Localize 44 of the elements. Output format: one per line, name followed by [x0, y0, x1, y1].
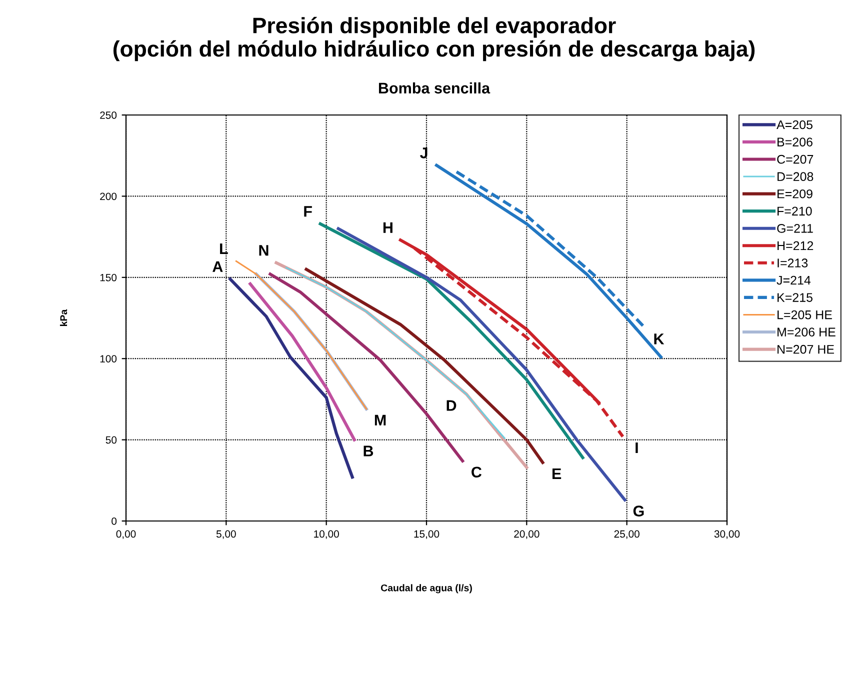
annotation: N: [259, 245, 268, 256]
legend-label: C=207: [777, 154, 814, 164]
legend-label: J=214: [776, 276, 811, 285]
x-tick-label: 20,00: [514, 530, 540, 539]
annotation: B: [364, 446, 374, 456]
annotation: C: [472, 466, 482, 478]
legend-label: H=212: [778, 241, 814, 250]
y-axis-title: kPa: [60, 309, 68, 326]
annotation: F: [304, 206, 312, 217]
legend-label: B=206: [778, 138, 812, 146]
x-tick-label: 30,00: [714, 530, 740, 539]
y-tick-label: 150: [100, 274, 117, 282]
x-tick-label: 25,00: [614, 530, 640, 539]
y-tick-label: 100: [100, 355, 117, 362]
annotation: I: [636, 442, 638, 454]
legend-label: G=211: [777, 224, 813, 233]
chart-title: Presión disponible del evaporador (opción del módulo hidráulico con presión de descarga baja): [113, 16, 755, 62]
annotation: D: [446, 400, 456, 411]
x-tick-label: 0,00: [116, 530, 136, 539]
x-axis-title: Caudal de agua (l/s): [380, 584, 472, 594]
annotation: L: [220, 243, 228, 254]
y-tick-label: 0: [112, 518, 117, 525]
legend-label: D=208: [778, 172, 814, 182]
legend-label: E=209: [778, 189, 812, 198]
legend-label: L=205 HE: [778, 310, 832, 320]
x-tick-label: 15,00: [414, 530, 440, 539]
legend-label: I=213: [778, 258, 808, 268]
annotation: M: [374, 414, 386, 426]
annotation: H: [383, 222, 392, 233]
y-tick-label: 250: [100, 112, 117, 119]
annotation: E: [552, 468, 562, 479]
x-tick-label: 5,00: [216, 530, 236, 539]
legend-label: K=215: [778, 293, 812, 302]
legend-label: N=207 HE: [778, 344, 834, 354]
y-tick-label: 200: [100, 192, 117, 200]
y-tick-label: 50: [106, 436, 117, 444]
legend-label: M=206 HE: [778, 328, 836, 337]
annotation: G: [633, 506, 644, 516]
x-tick-label: 10,00: [314, 530, 339, 539]
chart-subtitle: Bomba sencilla: [378, 82, 490, 94]
legend-label: A=205: [776, 120, 812, 130]
legend-label: F=210: [778, 206, 812, 216]
annotation: A: [212, 261, 223, 272]
annotation: K: [654, 334, 664, 344]
